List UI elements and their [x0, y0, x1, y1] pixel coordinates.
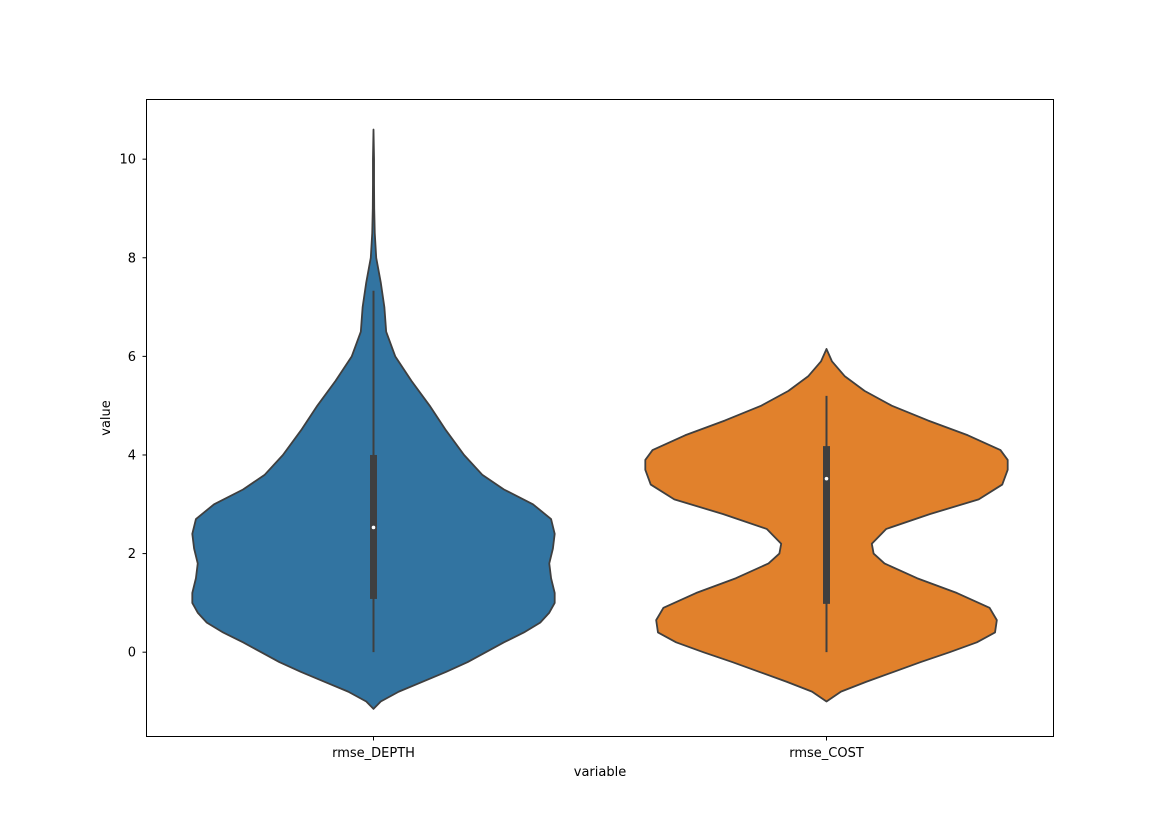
x-axis: rmse_DEPTH rmse_COST	[332, 736, 864, 761]
plot-frame	[146, 99, 1054, 737]
y-tick-label: 2	[128, 547, 136, 562]
x-tick-label: rmse_COST	[789, 746, 864, 761]
y-tick-label: 6	[128, 350, 136, 365]
median-marker-rmse_COST	[824, 476, 829, 481]
inner-boxes	[370, 290, 830, 653]
x-tick-label: rmse_DEPTH	[332, 746, 415, 761]
y-tick-label: 10	[119, 153, 136, 168]
y-tick-label: 8	[128, 251, 136, 266]
y-tick-label: 4	[128, 448, 136, 463]
median-marker-rmse_DEPTH	[371, 525, 376, 530]
violins	[191, 128, 1009, 710]
y-axis: 0 2 4 6 8 10	[119, 153, 147, 661]
y-tick-label: 0	[128, 646, 136, 661]
y-axis-label: value	[99, 400, 114, 436]
iqr-box-rmse_COST	[823, 446, 830, 604]
x-axis-label: variable	[574, 765, 626, 780]
